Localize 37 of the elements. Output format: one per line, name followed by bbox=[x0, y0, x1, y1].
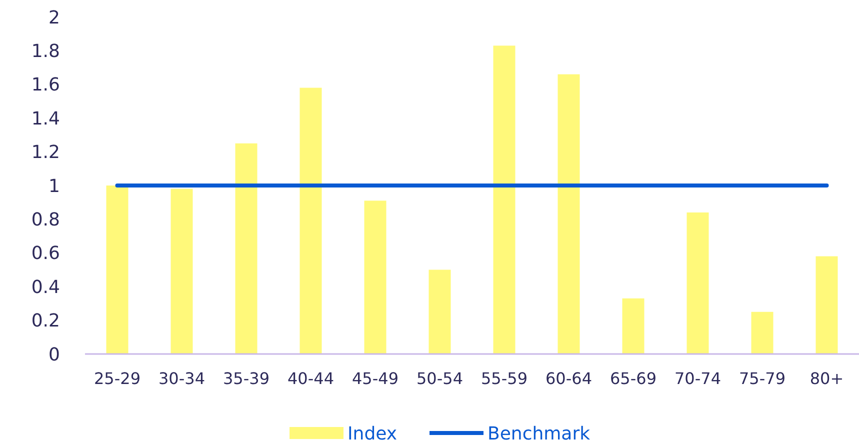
bar bbox=[170, 188, 193, 354]
y-tick-label: 1.4 bbox=[31, 108, 60, 130]
bar bbox=[558, 74, 580, 354]
bar bbox=[428, 270, 451, 354]
y-tick-label: 0 bbox=[48, 344, 60, 366]
bar bbox=[493, 46, 516, 354]
x-tick-label: 65-69 bbox=[610, 369, 656, 388]
bar bbox=[300, 88, 322, 354]
x-tick-label: 80+ bbox=[810, 369, 844, 388]
x-tick-label: 60-64 bbox=[546, 369, 592, 388]
bar bbox=[751, 312, 774, 354]
bar bbox=[235, 143, 258, 354]
legend-label: Index bbox=[348, 423, 398, 444]
bar bbox=[106, 186, 128, 354]
bar bbox=[686, 212, 709, 354]
y-tick-label: 0.6 bbox=[31, 243, 60, 264]
bar bbox=[364, 200, 386, 354]
x-tick-label: 55-59 bbox=[481, 369, 528, 388]
legend-label: Benchmark bbox=[488, 423, 591, 444]
x-tick-label: 40-44 bbox=[288, 369, 334, 388]
y-tick-label: 2 bbox=[48, 7, 60, 28]
bar bbox=[622, 298, 644, 354]
y-tick-label: 0.4 bbox=[31, 276, 60, 298]
x-tick-label: 70-74 bbox=[674, 369, 721, 388]
bar bbox=[816, 256, 838, 354]
y-tick-label: 1.2 bbox=[31, 142, 60, 164]
x-tick-label: 50-54 bbox=[416, 369, 463, 388]
y-tick-label: 1 bbox=[48, 176, 60, 197]
x-tick-label: 45-49 bbox=[352, 369, 398, 388]
y-tick-label: 0.8 bbox=[31, 210, 60, 230]
x-tick-label: 25-29 bbox=[94, 369, 140, 388]
x-tick-label: 35-39 bbox=[223, 369, 270, 388]
y-tick-label: 1.6 bbox=[31, 74, 60, 96]
x-tick-label: 30-34 bbox=[158, 369, 205, 388]
y-tick-label: 1.8 bbox=[31, 41, 60, 62]
x-tick-label: 75-79 bbox=[739, 369, 786, 388]
y-tick-label: 0.2 bbox=[31, 310, 60, 332]
